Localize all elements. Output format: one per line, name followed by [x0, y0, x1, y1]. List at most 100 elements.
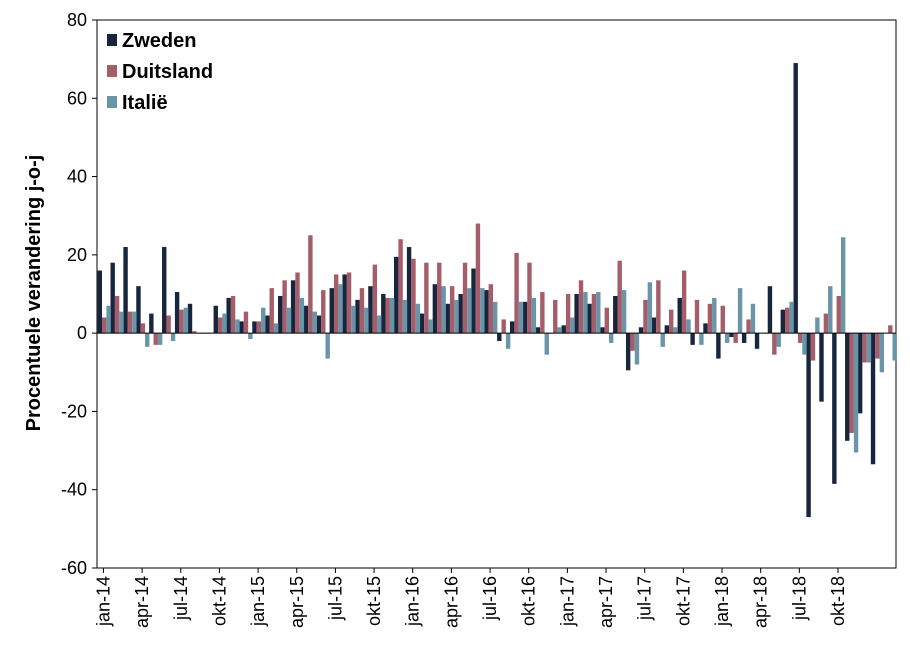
bar-zweden-jun-14	[162, 247, 167, 334]
bar-zweden-mrt-18	[741, 333, 747, 343]
bar-duitsland-feb-18	[733, 333, 738, 343]
y-axis-title: Procentuele verandering j-o-j	[23, 155, 45, 432]
bar-itali-nov-17	[699, 333, 704, 345]
bar-itali-mei-18	[776, 333, 781, 347]
bar-itali-mei-15	[312, 311, 317, 334]
bar-zweden-apr-14	[136, 286, 141, 334]
bar-itali-okt-15	[377, 315, 382, 334]
x-tick-label: apr-18	[751, 576, 771, 628]
bar-itali-jun-18	[789, 301, 794, 334]
bar-duitsland-sep-16	[514, 252, 519, 334]
x-tick-label: apr-14	[132, 576, 152, 628]
bar-itali-jul-14	[183, 307, 189, 334]
bar-zweden-sep-17	[664, 325, 670, 334]
bar-duitsland-okt-18	[836, 295, 841, 334]
bar-zweden-feb-15	[265, 315, 270, 334]
x-tick-label: apr-15	[287, 576, 307, 628]
bar-zweden-jan-15	[252, 321, 257, 334]
bar-zweden-dec-18	[857, 333, 863, 414]
bar-duitsland-mrt-15	[282, 280, 287, 334]
bar-zweden-aug-17	[651, 317, 657, 334]
bar-duitsland-jun-15	[321, 290, 326, 334]
bar-duitsland-aug-14	[192, 331, 197, 334]
bar-duitsland-mei-18	[772, 333, 777, 355]
bar-zweden-feb-17	[574, 294, 579, 334]
x-tick-label: apr-17	[596, 576, 616, 628]
bar-duitsland-aug-15	[346, 272, 352, 334]
x-tick-label: okt-16	[519, 576, 539, 626]
bar-itali-okt-17	[686, 319, 691, 334]
bar-itali-nov-18	[853, 333, 859, 453]
bar-itali-jul-16	[493, 301, 498, 334]
y-tick-label: -40	[61, 480, 87, 500]
bar-duitsland-jan-18	[720, 305, 725, 334]
bar-itali-aug-15	[351, 305, 356, 334]
bar-duitsland-dec-14	[243, 311, 249, 334]
bar-itali-dec-17	[712, 297, 717, 334]
bar-itali-sep-17	[673, 327, 678, 334]
bar-zweden-jul-17	[638, 327, 644, 334]
bar-duitsland-jun-17	[630, 333, 635, 351]
bar-duitsland-feb-14	[114, 295, 120, 334]
bar-zweden-jul-18	[793, 63, 798, 334]
bars	[97, 63, 897, 518]
bar-duitsland-jul-15	[333, 274, 339, 334]
bar-zweden-mrt-17	[587, 303, 592, 334]
bar-zweden-okt-17	[677, 297, 682, 334]
bar-zweden-apr-17	[600, 327, 605, 334]
y-tick-label: 20	[67, 245, 87, 265]
bar-zweden-mrt-14	[123, 247, 128, 334]
bar-itali-jul-17	[647, 282, 653, 334]
bar-itali-apr-15	[299, 297, 305, 334]
bar-itali-sep-18	[828, 286, 833, 334]
bar-itali-mrt-18	[750, 303, 756, 334]
bar-itali-feb-17	[583, 292, 588, 334]
bar-duitsland-jan-14	[102, 317, 107, 334]
y-axis: -60 -40 -20 0 20 40 60 80	[61, 10, 97, 578]
bar-zweden-aug-18	[806, 333, 811, 518]
bar-duitsland-nov-16	[540, 292, 545, 334]
bar-duitsland-feb-17	[578, 280, 584, 334]
bar-itali-okt-16	[531, 297, 537, 334]
bar-zweden-mrt-16	[432, 284, 438, 334]
bar-zweden-jan-17	[561, 325, 566, 334]
bar-zweden-jul-16	[484, 290, 489, 334]
bar-itali-dec-18	[866, 333, 872, 363]
bar-duitsland-jan-17	[565, 294, 571, 334]
bar-zweden-aug-16	[497, 333, 502, 341]
bar-itali-feb-18	[737, 288, 743, 334]
x-tick-label: okt-14	[209, 576, 229, 626]
bar-duitsland-sep-15	[359, 288, 365, 334]
bar-duitsland-dec-15	[398, 239, 403, 334]
legend: Zweden Duitsland Italië	[107, 30, 213, 114]
bar-duitsland-aug-18	[810, 333, 816, 361]
bar-itali-jan-16	[415, 303, 421, 334]
bar-itali-feb-15	[273, 323, 279, 334]
bar-duitsland-aug-16	[501, 319, 506, 334]
bar-zweden-feb-18	[729, 333, 734, 338]
bar-duitsland-apr-15	[295, 272, 300, 334]
bar-zweden-feb-16	[419, 313, 425, 334]
bar-duitsland-jun-14	[166, 315, 171, 334]
plot-frame	[96, 19, 897, 569]
y-tick-label: 60	[67, 88, 87, 108]
bar-itali-apr-16	[454, 299, 459, 334]
bar-itali-jul-18	[802, 333, 807, 355]
x-tick-label: apr-16	[441, 576, 461, 628]
bar-zweden-jan-16	[406, 247, 412, 334]
bar-itali-mrt-17	[596, 292, 601, 334]
bar-duitsland-okt-14	[217, 317, 223, 334]
bar-itali-jul-15	[338, 284, 343, 334]
bar-zweden-mei-14	[149, 313, 154, 334]
bar-itali-jun-16	[480, 288, 485, 334]
bar-duitsland-apr-17	[604, 307, 609, 334]
legend-entry: Italië	[122, 92, 168, 114]
legend-entry: Duitsland	[122, 61, 213, 83]
bar-itali-dec-14	[248, 333, 253, 340]
legend-swatch	[107, 96, 117, 108]
x-tick-label: jan-16	[403, 576, 423, 627]
bar-itali-dec-15	[402, 299, 408, 334]
bar-duitsland-nov-14	[230, 295, 236, 334]
bar-duitsland-mrt-18	[746, 319, 751, 334]
